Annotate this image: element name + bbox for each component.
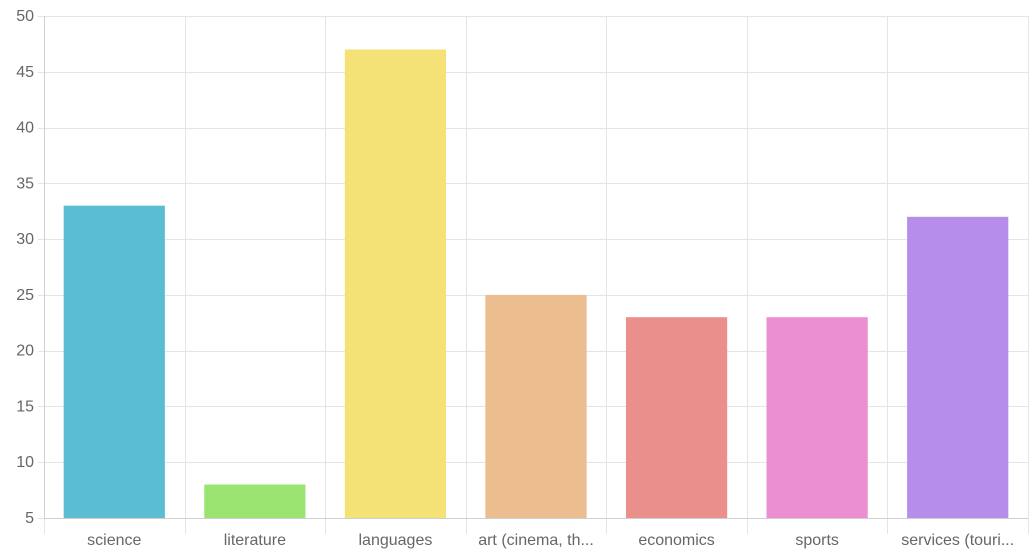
bar-services-touri[interactable] [907, 216, 1009, 519]
x-tick-label: economics [638, 532, 714, 549]
y-tick-label: 5 [25, 510, 34, 527]
y-tick-label: 10 [16, 454, 34, 471]
x-tick-label: literature [224, 532, 286, 549]
bar-art-cinema-th[interactable] [485, 294, 587, 518]
y-tick-label: 30 [16, 231, 34, 248]
y-tick-label: 35 [16, 175, 34, 192]
bar-languages[interactable] [344, 49, 447, 518]
bar-layer [63, 49, 1009, 519]
x-tick-label: art (cinema, th... [478, 532, 594, 549]
y-tick-label: 50 [16, 8, 34, 25]
x-tick-label: languages [359, 532, 433, 549]
y-tick-label: 20 [16, 343, 34, 360]
y-tick-label: 45 [16, 64, 34, 81]
x-tick-label: services (touri... [901, 532, 1014, 549]
x-tick-label: science [87, 532, 141, 549]
y-tick-label: 25 [16, 287, 34, 304]
label-layer: 5 10 15 20 25 30 35 40 45 50 science literature lang… [16, 8, 1014, 549]
bar-sports[interactable] [766, 317, 868, 518]
bar-literature[interactable] [204, 484, 306, 518]
y-tick-label: 15 [16, 398, 34, 415]
y-tick-label: 40 [16, 120, 34, 137]
bar-science[interactable] [63, 205, 165, 518]
x-tick-label: sports [795, 532, 839, 549]
bar-economics[interactable] [625, 317, 728, 518]
axis-layer [38, 16, 1028, 519]
